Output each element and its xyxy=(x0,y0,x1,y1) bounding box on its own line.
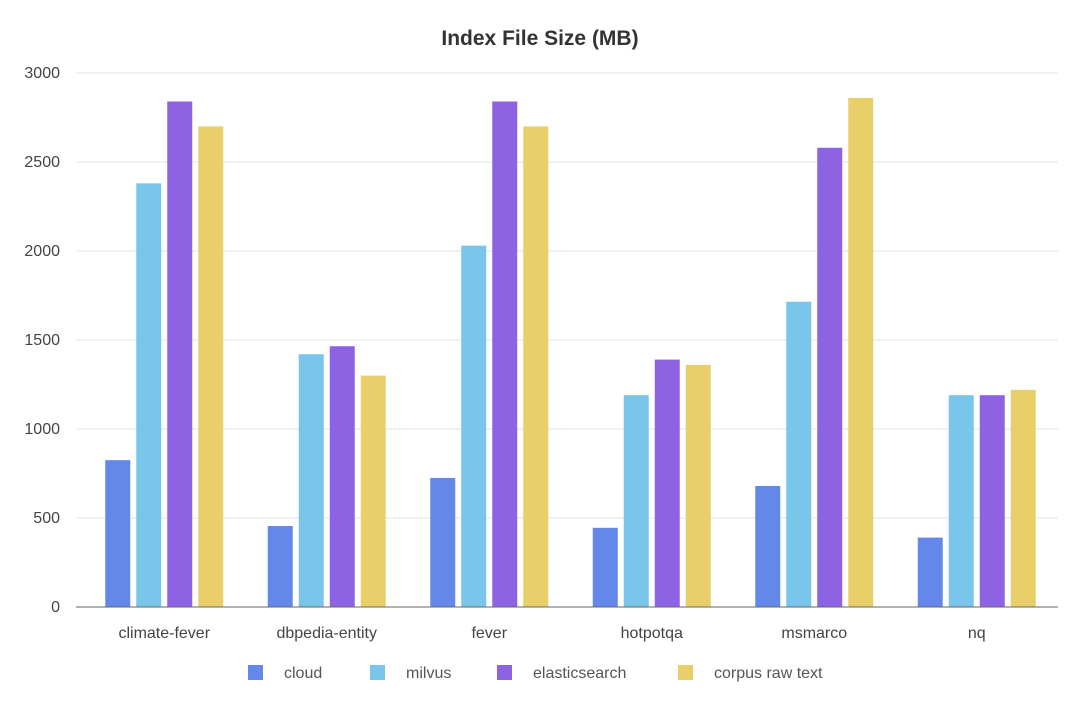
y-axis-tick-labels: 0 500 1000 1500 2000 2500 3000 xyxy=(24,65,60,616)
bar-milvus-msmarco xyxy=(786,301,812,607)
y-tick-label: 1000 xyxy=(24,421,60,438)
chart-title: Index File Size (MB) xyxy=(441,27,638,50)
legend-label: milvus xyxy=(406,665,451,682)
bar-elasticsearch-msmarco xyxy=(817,147,843,607)
legend-item-elasticsearch: elasticsearch xyxy=(497,665,626,682)
bar-cloud-nq xyxy=(917,537,943,607)
bar-elasticsearch-dbpedia-entity xyxy=(329,346,355,607)
bar-corpus-raw-text-msmarco xyxy=(848,97,874,608)
legend-item-cloud: cloud xyxy=(248,665,322,682)
bar-corpus-raw-text-hotpotqa xyxy=(685,364,711,607)
bar-cloud-climate-fever xyxy=(105,460,131,607)
x-category-label: nq xyxy=(968,625,986,642)
x-category-label: hotpotqa xyxy=(621,625,683,642)
x-category-label: msmarco xyxy=(781,625,847,642)
y-tick-label: 2000 xyxy=(24,243,60,260)
grid-lines xyxy=(76,72,1058,519)
bar-corpus-raw-text-nq xyxy=(1010,389,1036,607)
bar-cloud-fever xyxy=(430,477,456,607)
bar-milvus-nq xyxy=(948,395,974,607)
legend: cloud milvus elasticsearch corpus raw text xyxy=(248,665,823,682)
x-category-label: dbpedia-entity xyxy=(276,625,377,642)
bar-milvus-climate-fever xyxy=(136,183,162,608)
bar-series xyxy=(105,97,1036,608)
y-tick-label: 1500 xyxy=(24,332,60,349)
legend-label: corpus raw text xyxy=(714,665,823,682)
bar-cloud-hotpotqa xyxy=(592,527,618,607)
bar-elasticsearch-fever xyxy=(492,101,518,607)
bar-milvus-dbpedia-entity xyxy=(298,354,324,607)
bar-cloud-dbpedia-entity xyxy=(267,526,293,607)
legend-item-milvus: milvus xyxy=(370,665,451,682)
bar-corpus-raw-text-climate-fever xyxy=(198,126,224,608)
y-tick-label: 0 xyxy=(51,599,60,616)
bar-corpus-raw-text-fever xyxy=(523,126,549,608)
legend-swatch xyxy=(370,665,385,680)
x-category-label: climate-fever xyxy=(118,625,210,642)
x-category-label: fever xyxy=(471,625,507,642)
legend-item-corpus-raw-text: corpus raw text xyxy=(678,665,823,682)
y-tick-label: 2500 xyxy=(24,154,60,171)
bar-elasticsearch-climate-fever xyxy=(167,101,193,607)
legend-swatch xyxy=(248,665,263,680)
bar-elasticsearch-hotpotqa xyxy=(654,359,680,607)
bar-corpus-raw-text-dbpedia-entity xyxy=(360,375,386,607)
bar-milvus-hotpotqa xyxy=(623,395,649,607)
legend-label: elasticsearch xyxy=(533,665,626,682)
y-tick-label: 500 xyxy=(33,510,60,527)
x-axis-category-labels: climate-fever dbpedia-entity fever hotpotqa… xyxy=(118,625,985,642)
legend-swatch xyxy=(497,665,512,680)
bar-cloud-msmarco xyxy=(755,485,781,607)
bar-milvus-fever xyxy=(461,245,487,607)
legend-swatch xyxy=(678,665,693,680)
legend-label: cloud xyxy=(284,665,322,682)
y-tick-label: 3000 xyxy=(24,65,60,82)
bar-elasticsearch-nq xyxy=(979,395,1005,607)
